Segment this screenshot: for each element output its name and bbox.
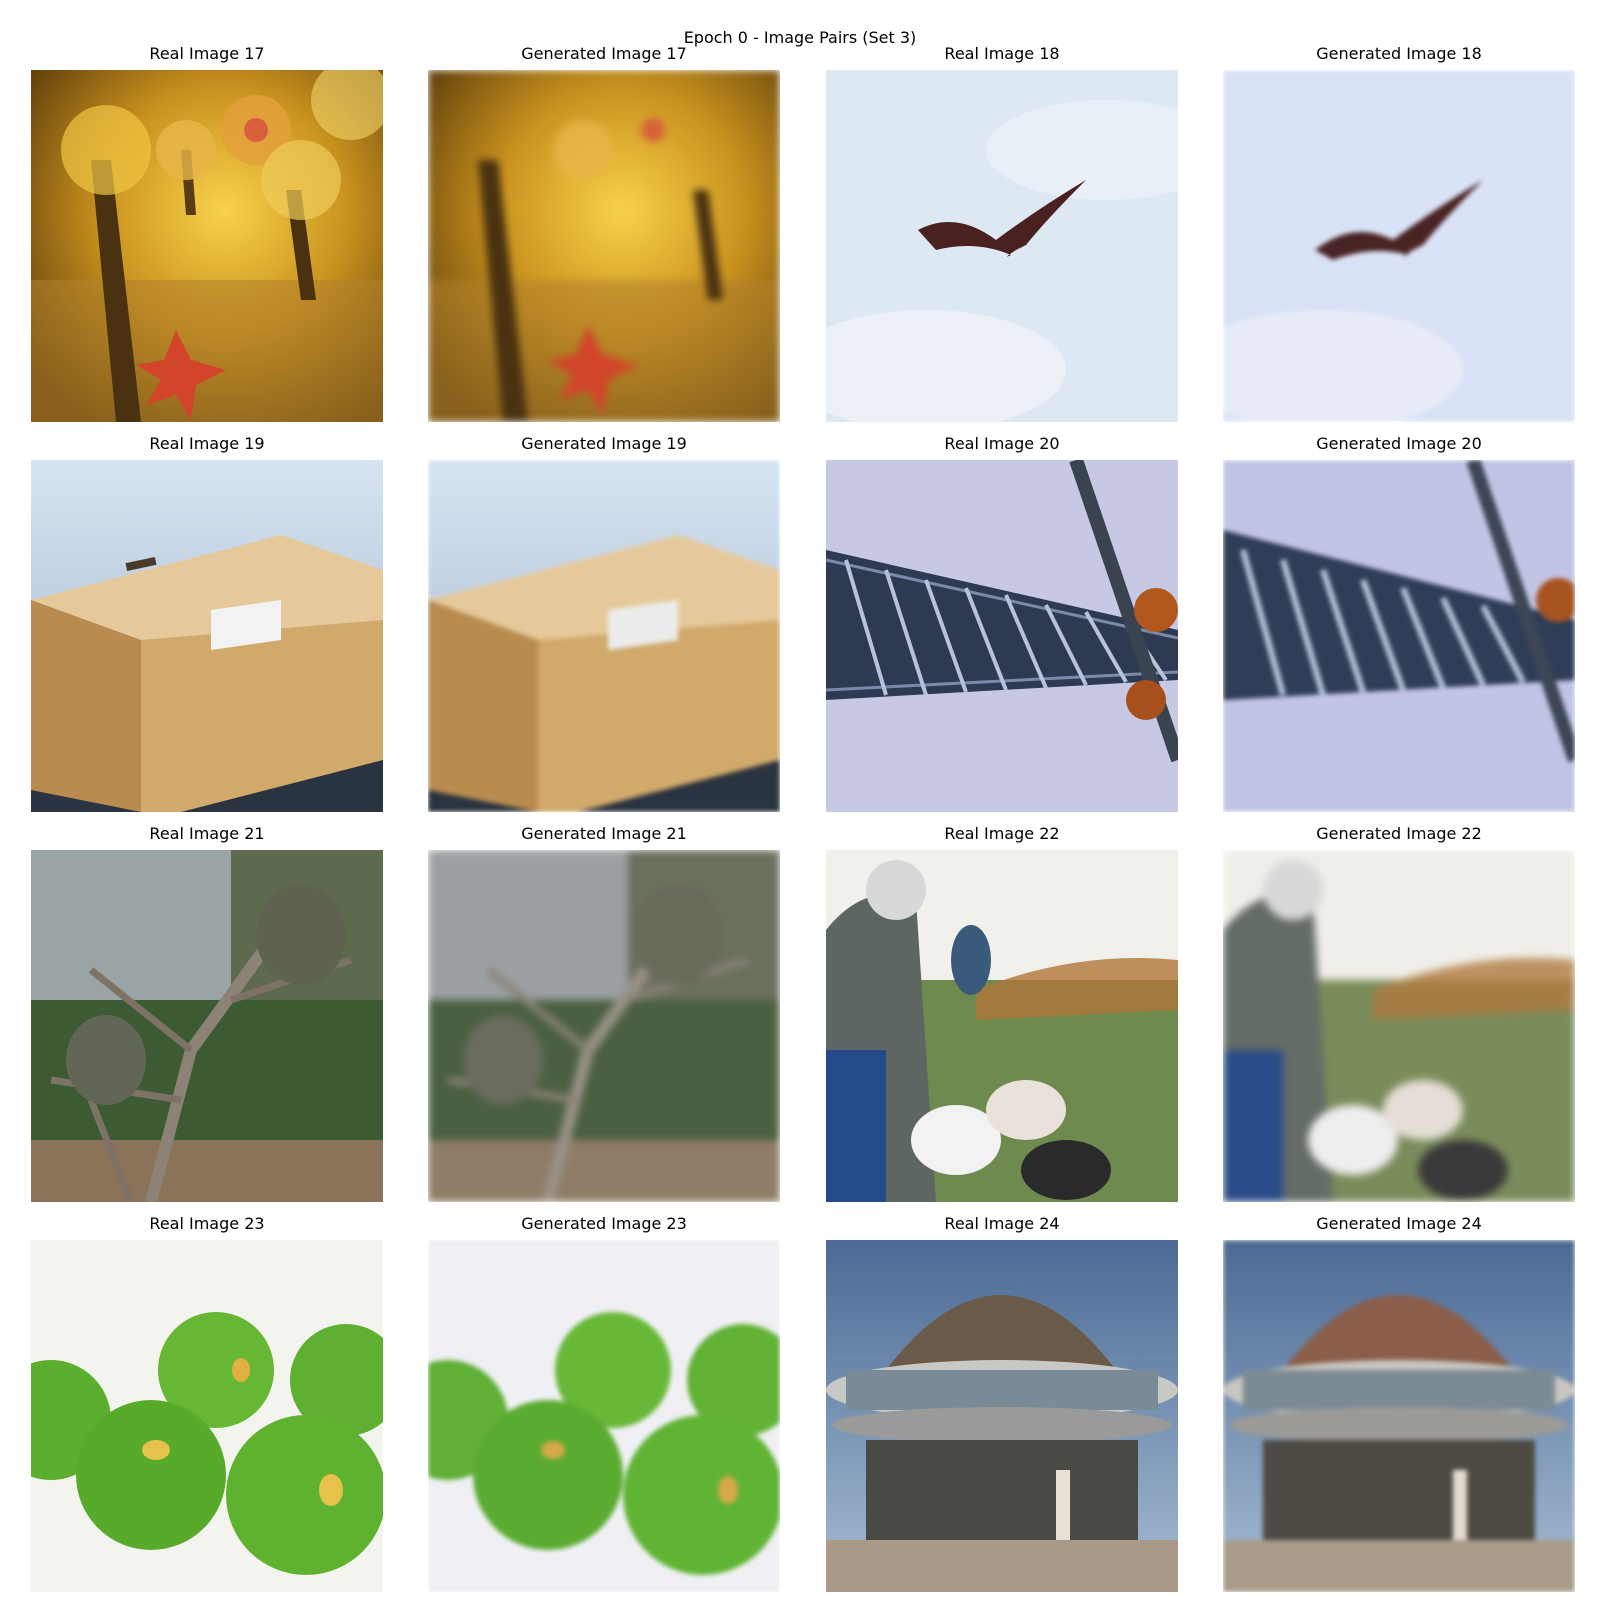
- panel-title: Real Image 20: [944, 434, 1060, 453]
- panel-title: Real Image 24: [944, 1214, 1060, 1233]
- panel-title: Real Image 19: [149, 434, 265, 453]
- green-apples-image: [31, 1240, 383, 1592]
- panel-title: Generated Image 20: [1316, 434, 1482, 453]
- porcupines-in-tree-image: [428, 850, 780, 1202]
- panel-title: Generated Image 18: [1316, 44, 1482, 63]
- panel-title: Generated Image 17: [521, 44, 687, 63]
- green-apples-image: [428, 1240, 780, 1592]
- panel-title: Real Image 21: [149, 824, 265, 843]
- dome-building-image: [826, 1240, 1178, 1592]
- panel-title: Real Image 17: [149, 44, 265, 63]
- crane-boom-image: [1223, 460, 1575, 812]
- crane-boom-image: [826, 460, 1178, 812]
- dome-building-image: [1223, 1240, 1575, 1592]
- cardboard-box-image: [428, 460, 780, 812]
- bird-in-sky-image: [826, 70, 1178, 422]
- bird-in-sky-image: [1223, 70, 1575, 422]
- sea-anemones-starfish-image: [428, 70, 780, 422]
- panel-title: Real Image 22: [944, 824, 1060, 843]
- panel-title: Real Image 23: [149, 1214, 265, 1233]
- panel-title: Generated Image 21: [521, 824, 687, 843]
- people-with-dogs-in-park-image: [826, 850, 1178, 1202]
- porcupines-in-tree-image: [31, 850, 383, 1202]
- panel-title: Generated Image 23: [521, 1214, 687, 1233]
- sea-anemones-starfish-image: [31, 70, 383, 422]
- panel-title: Generated Image 24: [1316, 1214, 1482, 1233]
- panel-title: Generated Image 19: [521, 434, 687, 453]
- panel-title: Generated Image 22: [1316, 824, 1482, 843]
- panel-title: Real Image 18: [944, 44, 1060, 63]
- people-with-dogs-in-park-image: [1223, 850, 1575, 1202]
- figure-title: Epoch 0 - Image Pairs (Set 3): [683, 28, 917, 47]
- cardboard-box-image: [31, 460, 383, 812]
